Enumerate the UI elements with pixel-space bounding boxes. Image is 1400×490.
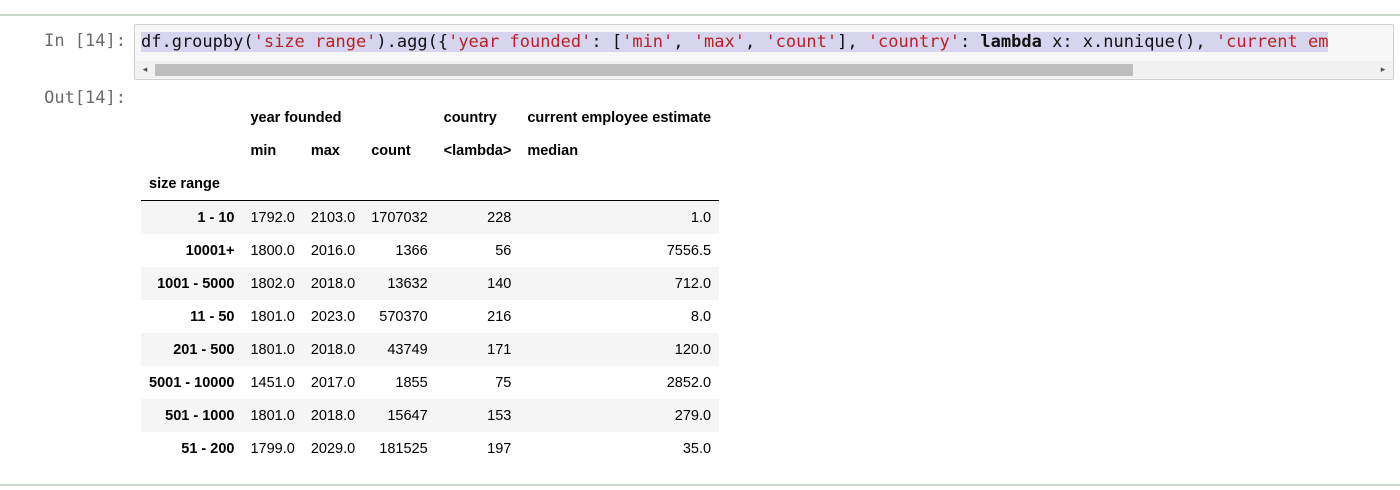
- code-token: df.groupby(: [141, 32, 254, 52]
- employee-estimate-header: current employee estimate: [527, 109, 712, 126]
- table-row: 10001+ 1800.0 2016.0 1366 56 7556.5: [141, 234, 719, 267]
- table-row: 1 - 10 1792.0 2103.0 1707032 228 1.0: [141, 200, 720, 234]
- country-header: country: [443, 109, 497, 126]
- cell-country: 75: [495, 374, 512, 391]
- code-string: 'max': [693, 32, 745, 52]
- sub-header-max: max: [310, 142, 340, 159]
- sub-header-count: count: [371, 142, 411, 159]
- cell-max: 2018.0: [310, 407, 356, 424]
- code-string: 'count': [765, 32, 838, 52]
- code-string: 'year founded': [448, 32, 592, 52]
- output-prompt: Out[14]:: [44, 88, 126, 108]
- code-token: ],: [837, 32, 868, 52]
- row-label: 501 - 1000: [165, 407, 235, 424]
- code-token: : [: [591, 32, 623, 52]
- cell-max: 2018.0: [310, 341, 356, 358]
- table-row: 501 - 1000 1801.0 2018.0 15647 153 279.0: [141, 399, 720, 432]
- cell-min: 1801.0: [250, 407, 295, 424]
- code-token: ,: [744, 32, 766, 52]
- cell-count: 1707032: [371, 209, 428, 226]
- cell-count: 13632: [387, 275, 428, 292]
- input-prompt: In [14]:: [44, 31, 126, 51]
- cell-bottom-border: [0, 484, 1400, 486]
- index-name: size range: [141, 167, 243, 201]
- cell-median: 712.0: [674, 275, 712, 292]
- scroll-right-arrow-icon[interactable]: ▸: [1380, 64, 1386, 74]
- cell-country: 197: [487, 440, 512, 457]
- table-row: 11 - 50 1801.0 2023.0 570370 216 8.0: [141, 300, 719, 333]
- scrollbar-thumb[interactable]: [155, 64, 1133, 76]
- cell-top-border: [0, 14, 1400, 16]
- sub-header-median: median: [527, 142, 579, 159]
- code-keyword: lambda: [980, 32, 1042, 52]
- cell-min: 1792.0: [250, 209, 295, 226]
- code-token: x: x.nunique(),: [1041, 32, 1216, 52]
- cell-median: 35.0: [682, 440, 712, 457]
- row-label: 51 - 200: [181, 440, 235, 457]
- cell-country: 216: [487, 308, 512, 325]
- cell-median: 120.0: [674, 341, 712, 358]
- cell-count: 1366: [395, 242, 428, 259]
- dataframe-output: year founded country current employee es…: [141, 101, 720, 465]
- row-label: 1 - 10: [197, 209, 235, 226]
- sub-header-row: min max count <lambda> median: [141, 134, 719, 167]
- table-row: 5001 - 10000 1451.0 2017.0 1855 75 2852.…: [141, 366, 719, 399]
- index-name-row: size range: [141, 167, 720, 201]
- table-row: 1001 - 5000 1802.0 2018.0 13632 140 712.…: [141, 267, 720, 300]
- cell-median: 7556.5: [666, 242, 712, 259]
- corner-header: [141, 134, 242, 167]
- row-label: 11 - 50: [190, 308, 235, 325]
- cell-min: 1801.0: [250, 341, 295, 358]
- cell-country: 228: [487, 209, 512, 226]
- cell-country: 153: [487, 407, 512, 424]
- cell-count: 15647: [387, 407, 428, 424]
- cell-min: 1802.0: [250, 275, 295, 292]
- table-row: 51 - 200 1799.0 2029.0 181525 197 35.0: [141, 432, 719, 465]
- row-label: 1001 - 5000: [157, 275, 235, 292]
- sub-header-min: min: [250, 142, 277, 159]
- cell-max: 2029.0: [310, 440, 356, 457]
- cell-min: 1801.0: [250, 308, 295, 325]
- cell-country: 140: [487, 275, 512, 292]
- code-token: :: [959, 32, 981, 52]
- row-label: 10001+: [185, 242, 235, 259]
- code-token: ,: [673, 32, 694, 52]
- corner-header: [141, 101, 242, 134]
- cell-count: 43749: [387, 341, 428, 358]
- code-string: 'size range': [253, 32, 377, 52]
- cell-max: 2103.0: [310, 209, 356, 226]
- cell-count: 570370: [379, 308, 428, 325]
- sub-header-lambda: <lambda>: [443, 142, 512, 159]
- code-string: 'min': [622, 32, 674, 52]
- cell-max: 2023.0: [310, 308, 356, 325]
- code-string: 'country': [867, 32, 960, 52]
- cell-median: 279.0: [674, 407, 712, 424]
- cell-country: 56: [495, 242, 512, 259]
- scroll-left-arrow-icon[interactable]: ◂: [142, 64, 148, 74]
- cell-min: 1799.0: [250, 440, 295, 457]
- row-label: 5001 - 10000: [149, 374, 235, 391]
- row-label: 201 - 500: [173, 341, 235, 358]
- table-row: 201 - 500 1801.0 2018.0 43749 171 120.0: [141, 333, 720, 366]
- horizontal-scrollbar[interactable]: ◂ ▸: [135, 61, 1393, 78]
- code-string: 'current em: [1215, 32, 1329, 52]
- cell-min: 1451.0: [250, 374, 295, 391]
- group-header-row: year founded country current employee es…: [141, 101, 719, 134]
- cell-country: 171: [487, 341, 512, 358]
- cell-count: 1855: [395, 374, 428, 391]
- cell-max: 2016.0: [310, 242, 356, 259]
- cell-count: 181525: [379, 440, 428, 457]
- cell-max: 2017.0: [310, 374, 356, 391]
- cell-median: 1.0: [690, 209, 712, 226]
- cell-min: 1800.0: [250, 242, 295, 259]
- code-input-cell[interactable]: df.groupby('size range').agg({'year foun…: [134, 24, 1394, 80]
- cell-max: 2018.0: [310, 275, 356, 292]
- cell-median: 2852.0: [666, 374, 712, 391]
- code-token: ).agg({: [376, 32, 449, 52]
- cell-median: 8.0: [690, 308, 712, 325]
- code-line[interactable]: df.groupby('size range').agg({'year foun…: [141, 32, 1329, 52]
- year-founded-header: year founded: [250, 109, 342, 126]
